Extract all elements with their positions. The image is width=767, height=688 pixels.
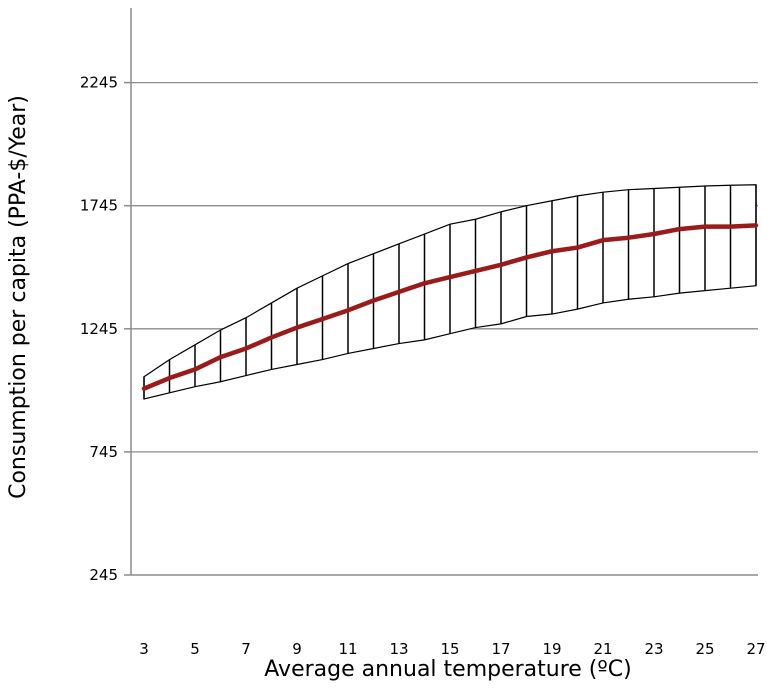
- y-axis-title: Consumption per capita (PPA-$/Year): [6, 95, 31, 499]
- x-tick-label: 3: [139, 640, 149, 658]
- x-tick-label: 7: [241, 640, 251, 658]
- y-tick-label: 245: [89, 566, 118, 584]
- series-line: [141, 223, 759, 391]
- x-tick-label: 5: [190, 640, 200, 658]
- x-tick-label: 11: [338, 640, 357, 658]
- x-tick-label: 15: [440, 640, 459, 658]
- x-tick-label: 17: [491, 640, 510, 658]
- x-tick-label: 21: [593, 640, 612, 658]
- range-band: [143, 184, 757, 400]
- x-tick-label: 13: [389, 640, 408, 658]
- x-tick-label: 19: [542, 640, 561, 658]
- y-tick-label: 745: [89, 443, 118, 461]
- y-tick-label: 1245: [80, 320, 118, 338]
- x-tick-label: 23: [644, 640, 663, 658]
- x-tick-label: 9: [292, 640, 302, 658]
- y-tick-label: 2245: [80, 74, 118, 92]
- x-tick-labels: 3 5 7 9 11 13 15 17 19 21 23 25 27: [139, 640, 765, 658]
- x-tick-label: 27: [746, 640, 765, 658]
- x-tick-label: 25: [695, 640, 714, 658]
- y-tick-labels: 245 745 1245 1745 2245: [80, 74, 118, 584]
- axes: [124, 8, 758, 576]
- x-axis-title: Average annual temperature (ºC): [264, 657, 631, 682]
- series-group: [141, 223, 759, 391]
- y-tick-label: 1745: [80, 197, 118, 215]
